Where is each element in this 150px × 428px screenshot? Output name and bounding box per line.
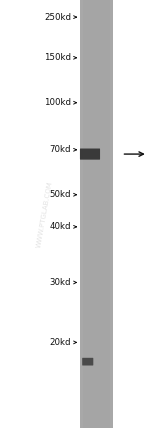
Text: 150kd: 150kd xyxy=(44,53,71,62)
Text: 40kd: 40kd xyxy=(50,222,71,232)
Text: 100kd: 100kd xyxy=(44,98,71,107)
Text: WWW.PTGLAB.COM: WWW.PTGLAB.COM xyxy=(36,180,54,248)
Bar xyxy=(80,0,113,428)
FancyBboxPatch shape xyxy=(82,358,93,366)
Text: 20kd: 20kd xyxy=(50,338,71,347)
Text: 70kd: 70kd xyxy=(50,145,71,155)
Bar xyxy=(83,0,110,428)
Text: 30kd: 30kd xyxy=(50,278,71,287)
Text: 250kd: 250kd xyxy=(44,12,71,22)
Text: 50kd: 50kd xyxy=(50,190,71,199)
FancyBboxPatch shape xyxy=(80,149,100,160)
